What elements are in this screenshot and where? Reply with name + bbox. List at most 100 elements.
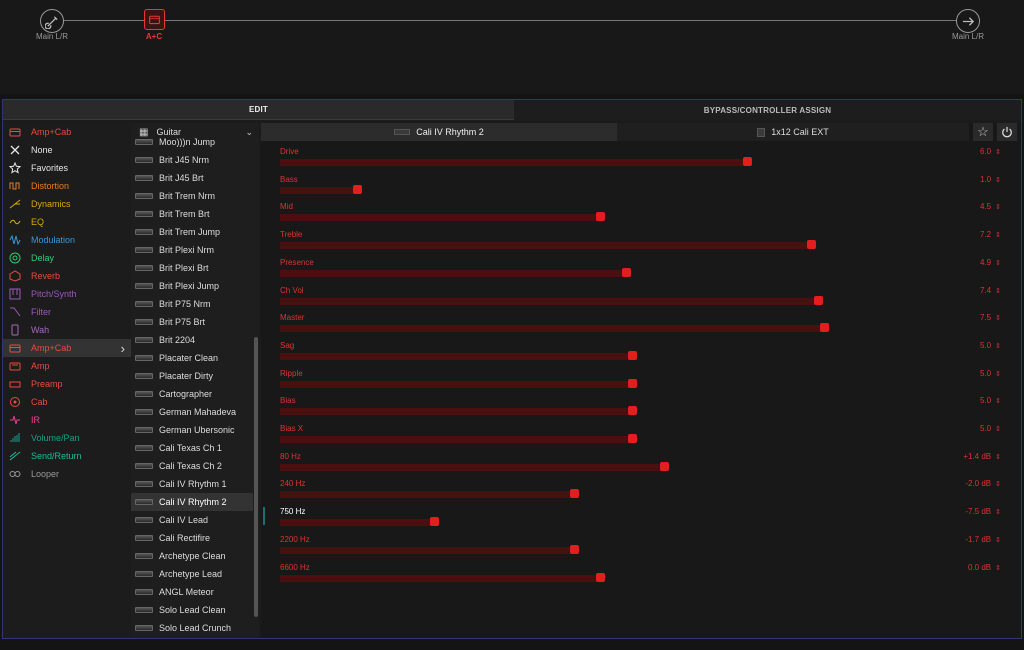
- category-item-pitch-synth[interactable]: Pitch/Synth: [3, 285, 131, 303]
- model-item[interactable]: Placater Dirty: [131, 367, 253, 385]
- stepper-icon[interactable]: ⇕: [995, 481, 1001, 489]
- power-button[interactable]: [997, 123, 1017, 141]
- category-item-distortion[interactable]: Distortion: [3, 177, 131, 195]
- param-slider-fill[interactable]: [280, 297, 818, 305]
- category-item-wah[interactable]: Wah: [3, 321, 131, 339]
- output-node[interactable]: [956, 9, 980, 33]
- param-value[interactable]: 5.0 ⇕: [911, 424, 1001, 433]
- model-item[interactable]: Solo Lead Crunch: [131, 619, 253, 637]
- param-slider-fill[interactable]: [280, 214, 600, 222]
- param-value[interactable]: 0.0 dB ⇕: [911, 563, 1001, 572]
- model-item[interactable]: Archetype Lead: [131, 565, 253, 583]
- param-slider-fill[interactable]: [280, 436, 632, 443]
- category-item-send-return[interactable]: Send/Return: [3, 447, 131, 465]
- param-value[interactable]: -7.5 dB ⇕: [911, 507, 1001, 516]
- param-slider-handle[interactable]: [814, 295, 823, 305]
- stepper-icon[interactable]: ⇕: [995, 536, 1001, 544]
- param-slider-handle[interactable]: [353, 184, 362, 194]
- param-slider-fill[interactable]: [280, 242, 811, 250]
- param-slider-fill[interactable]: [280, 352, 632, 360]
- param-slider-handle[interactable]: [628, 406, 637, 416]
- category-item-reverb[interactable]: Reverb: [3, 267, 131, 285]
- param-slider-fill[interactable]: [280, 269, 626, 277]
- param-slider-fill[interactable]: [280, 325, 824, 333]
- model-item[interactable]: Solo Lead Clean: [131, 601, 253, 619]
- param-value[interactable]: 7.5 ⇕: [911, 313, 1001, 322]
- param-slider-fill[interactable]: [280, 463, 664, 471]
- model-item[interactable]: Brit Plexi Nrm: [131, 241, 253, 259]
- param-value[interactable]: 5.0 ⇕: [911, 341, 1001, 350]
- stepper-icon[interactable]: ⇕: [995, 176, 1001, 184]
- param-value[interactable]: 1.0 ⇕: [911, 175, 1001, 184]
- param-slider-handle[interactable]: [660, 461, 669, 471]
- model-item[interactable]: Brit Trem Jump: [131, 223, 253, 241]
- param-slider-handle[interactable]: [596, 212, 605, 222]
- param-slider-fill[interactable]: [280, 380, 632, 388]
- param-slider-fill[interactable]: [280, 519, 434, 527]
- model-item[interactable]: Brit Plexi Brt: [131, 259, 253, 277]
- param-slider-fill[interactable]: [280, 491, 574, 499]
- stepper-icon[interactable]: ⇕: [995, 509, 1001, 517]
- param-value[interactable]: 5.0 ⇕: [911, 396, 1001, 405]
- category-item-eq[interactable]: EQ: [3, 213, 131, 231]
- param-value[interactable]: 6.0 ⇕: [911, 147, 1001, 156]
- stepper-icon[interactable]: ⇕: [995, 232, 1001, 240]
- model-item[interactable]: Brit Trem Brt: [131, 205, 253, 223]
- param-slider-fill[interactable]: [280, 159, 747, 166]
- stepper-icon[interactable]: ⇕: [995, 564, 1001, 572]
- model-item[interactable]: Brit Trem Nrm: [131, 187, 253, 205]
- category-item-filter[interactable]: Filter: [3, 303, 131, 321]
- stepper-icon[interactable]: ⇕: [995, 453, 1001, 461]
- category-item-preamp[interactable]: Preamp: [3, 375, 131, 393]
- model-item[interactable]: Cali IV Rhythm 2: [131, 493, 253, 511]
- param-slider-handle[interactable]: [622, 267, 631, 277]
- model-item[interactable]: German Mahadeva: [131, 403, 253, 421]
- amp-model-tab[interactable]: Cali IV Rhythm 2: [261, 123, 617, 141]
- param-slider-handle[interactable]: [820, 323, 829, 333]
- param-value[interactable]: 7.2 ⇕: [911, 230, 1001, 239]
- model-list-scrollbar[interactable]: [254, 337, 258, 617]
- stepper-icon[interactable]: ⇕: [995, 204, 1001, 212]
- model-item[interactable]: Placater Clean: [131, 349, 253, 367]
- param-value[interactable]: 7.4 ⇕: [911, 286, 1001, 295]
- stepper-icon[interactable]: ⇕: [995, 342, 1001, 350]
- stepper-icon[interactable]: ⇕: [995, 259, 1001, 267]
- category-item-amp[interactable]: Amp: [3, 357, 131, 375]
- category-item-cab[interactable]: Cab: [3, 393, 131, 411]
- param-slider-handle[interactable]: [807, 240, 816, 250]
- category-item-none[interactable]: None: [3, 141, 131, 159]
- param-slider-handle[interactable]: [628, 350, 637, 360]
- model-item[interactable]: Cali Texas Ch 1: [131, 439, 253, 457]
- stepper-icon[interactable]: ⇕: [995, 149, 1001, 156]
- category-item-amp-cab[interactable]: Amp+Cab ›: [3, 339, 131, 357]
- model-item[interactable]: Archetype Clean: [131, 547, 253, 565]
- param-value[interactable]: 4.5 ⇕: [911, 202, 1001, 211]
- model-item[interactable]: Brit J45 Brt: [131, 169, 253, 187]
- stepper-icon[interactable]: ⇕: [995, 426, 1001, 433]
- param-slider-handle[interactable]: [570, 544, 579, 554]
- param-slider-handle[interactable]: [430, 517, 439, 527]
- param-slider-handle[interactable]: [628, 378, 637, 388]
- stepper-icon[interactable]: ⇕: [995, 398, 1001, 406]
- model-item[interactable]: Brit P75 Brt: [131, 313, 253, 331]
- param-slider-fill[interactable]: [280, 186, 357, 194]
- category-item-looper[interactable]: Looper: [3, 465, 131, 483]
- category-item-modulation[interactable]: Modulation: [3, 231, 131, 249]
- tab-bypass-controller[interactable]: BYPASS/CONTROLLER ASSIGN: [514, 100, 1021, 120]
- model-item[interactable]: Brit P75 Nrm: [131, 295, 253, 313]
- param-slider-handle[interactable]: [628, 434, 637, 443]
- stepper-icon[interactable]: ⇕: [995, 287, 1001, 295]
- model-item[interactable]: German Ubersonic: [131, 421, 253, 439]
- cab-model-tab[interactable]: 1x12 Cali EXT: [617, 123, 969, 141]
- model-item[interactable]: Moo)))n Jump: [131, 133, 253, 151]
- category-dropdown[interactable]: Amp+Cab: [3, 123, 131, 141]
- model-item[interactable]: ANGL Meteor: [131, 583, 253, 601]
- category-item-favorites[interactable]: Favorites: [3, 159, 131, 177]
- input-node[interactable]: [40, 9, 64, 33]
- model-item[interactable]: Cartographer: [131, 385, 253, 403]
- param-value[interactable]: 4.9 ⇕: [911, 258, 1001, 267]
- param-slider-handle[interactable]: [570, 489, 579, 499]
- param-value[interactable]: 5.0 ⇕: [911, 369, 1001, 378]
- stepper-icon[interactable]: ⇕: [995, 315, 1001, 323]
- param-slider-fill[interactable]: [280, 408, 632, 416]
